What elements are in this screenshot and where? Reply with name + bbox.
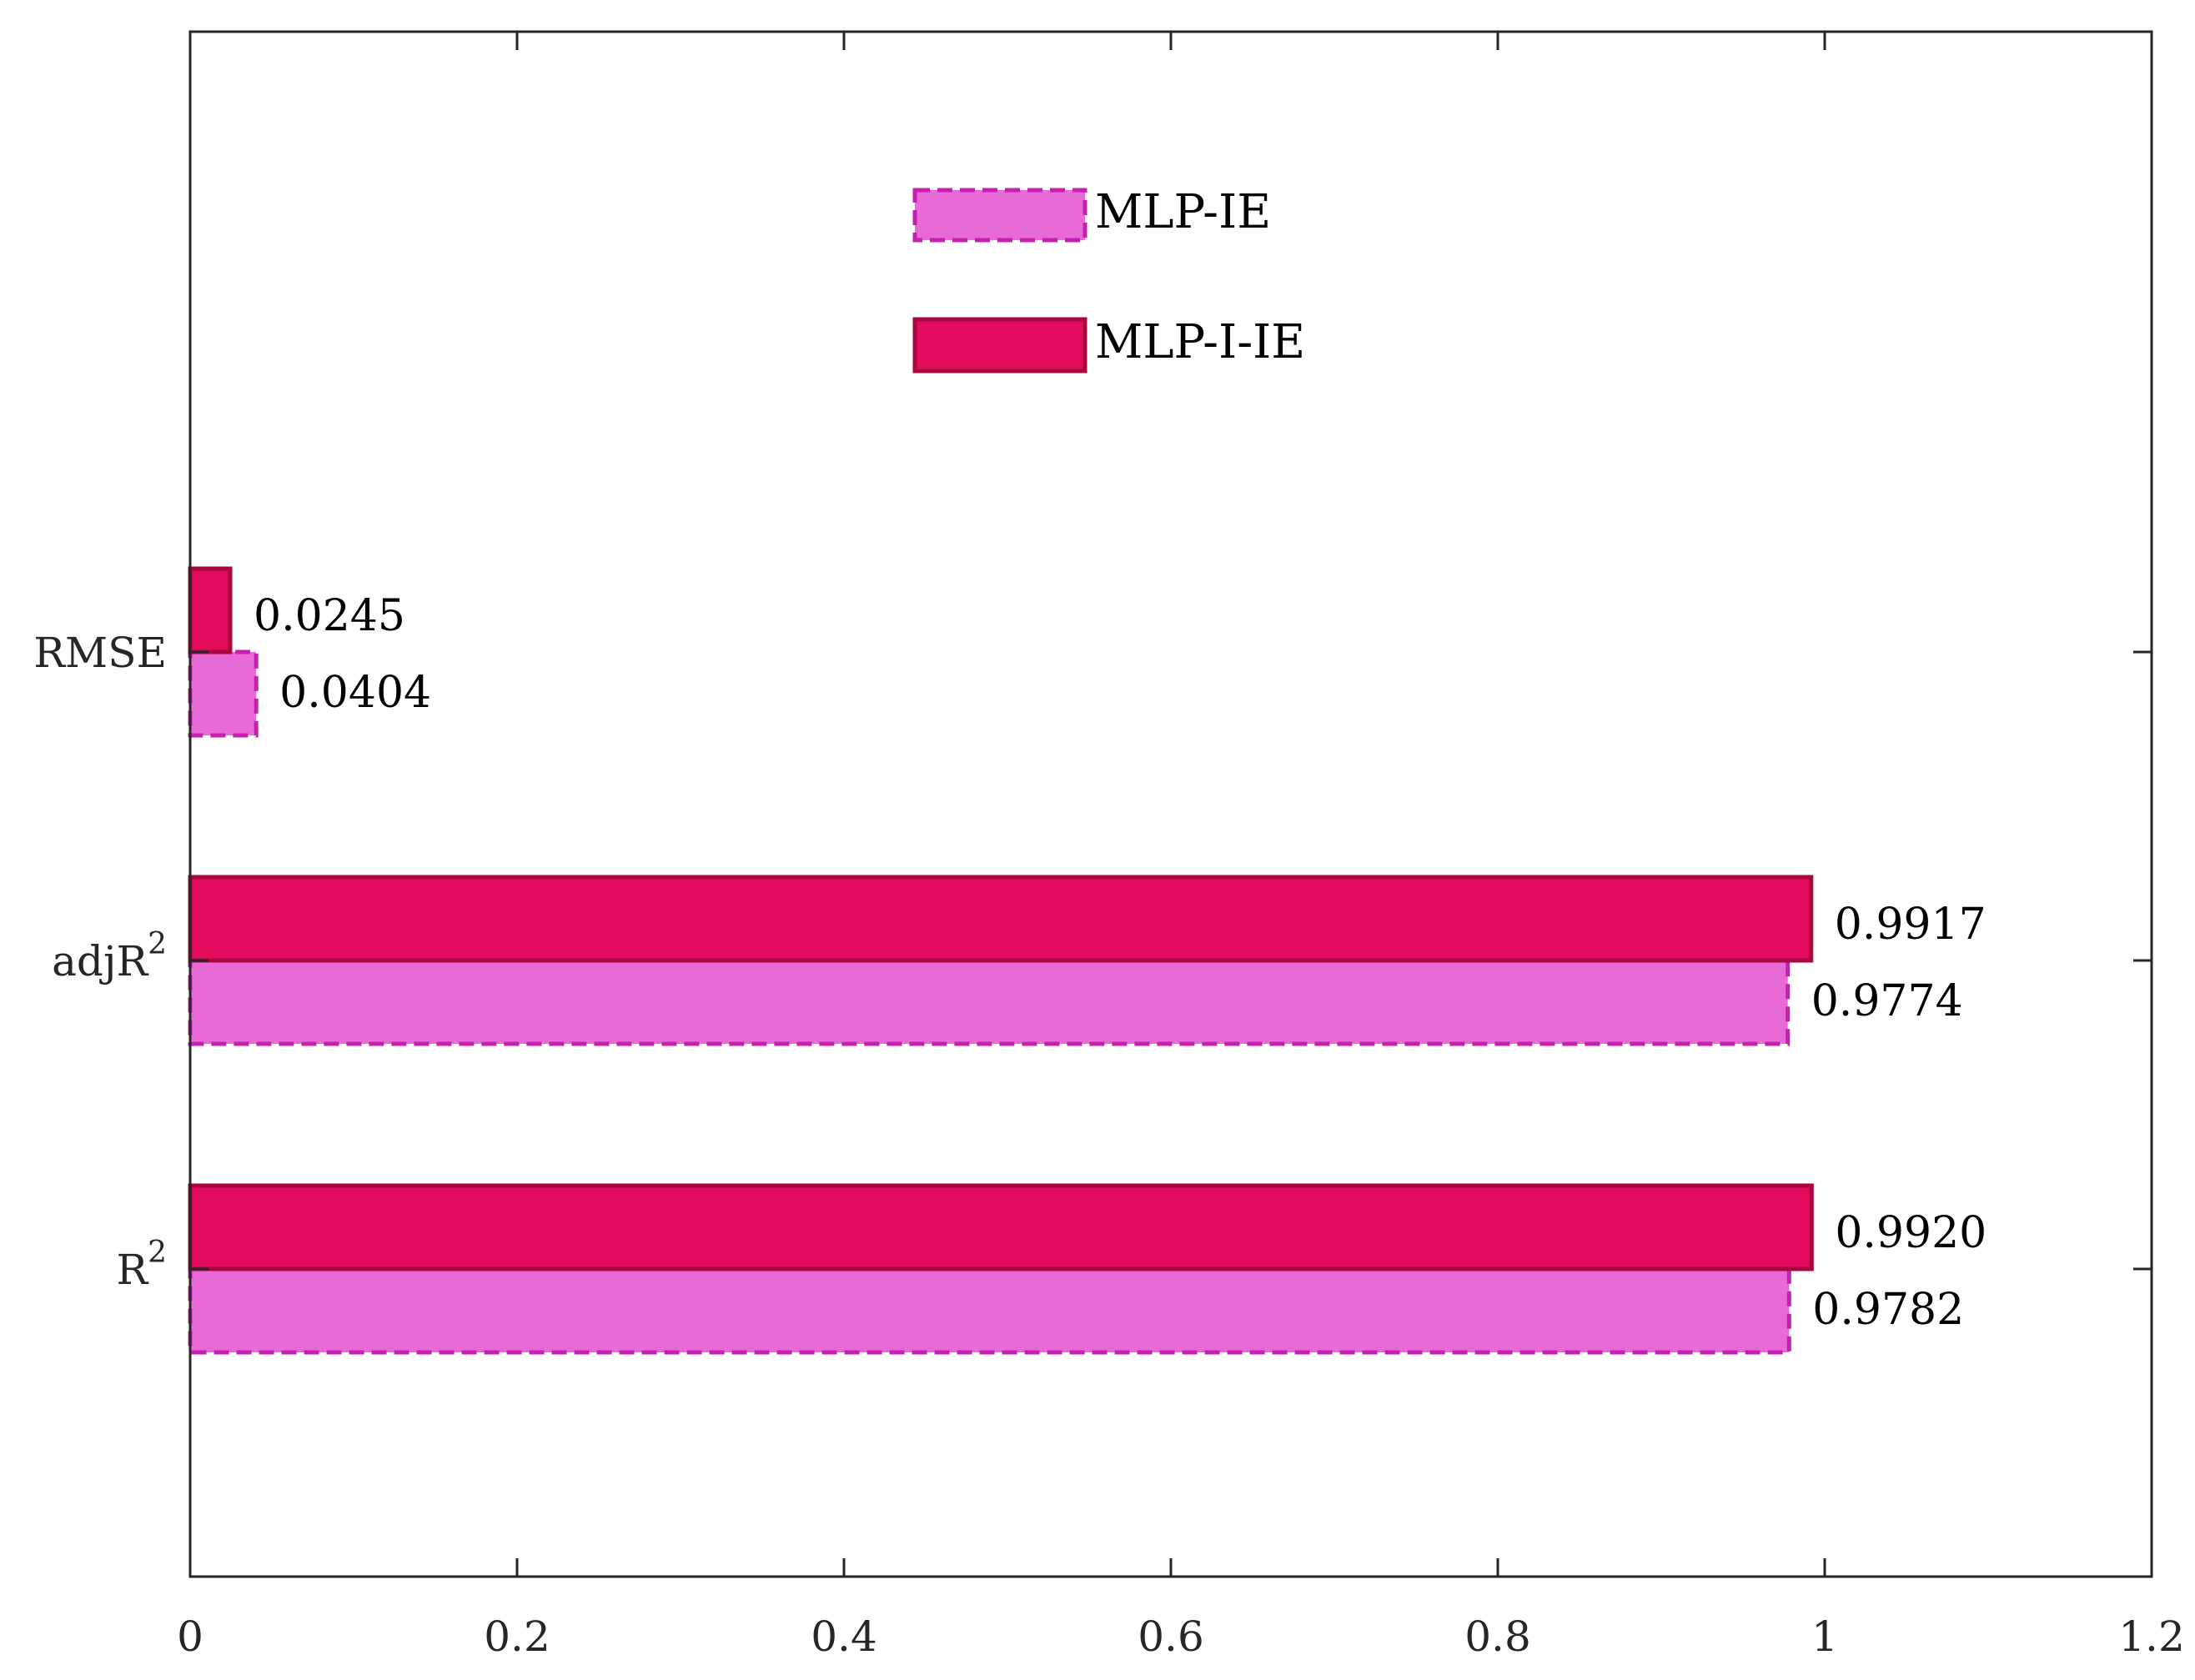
x-tick-label: 1: [1811, 1612, 1838, 1661]
legend-label-mlp-i-ie: MLP-I-IE: [1095, 315, 1305, 369]
x-tick-label: 0: [177, 1612, 203, 1661]
bar-mlp-ie-r: [188, 1266, 1791, 1355]
bar-mlp-i-ie-adjr: [188, 875, 1814, 963]
legend: MLP-IE MLP-I-IE: [912, 185, 1305, 374]
data-label-mlp-ie-adjr: 0.9774: [1811, 976, 1963, 1026]
legend-swatch-mlp-i-ie: [912, 317, 1087, 374]
category-label-r: R2: [116, 1236, 167, 1294]
x-tick-label: 0.2: [484, 1612, 550, 1661]
bar-mlp-ie-adjr: [188, 958, 1791, 1046]
bar-mlp-ie-rmse: [188, 649, 259, 738]
data-label-mlp-i-ie-adjr: 0.9917: [1835, 900, 1987, 950]
x-tick-label: 1.2: [2118, 1612, 2185, 1661]
x-tick-label: 0.4: [811, 1612, 877, 1661]
legend-label-mlp-ie: MLP-IE: [1095, 185, 1271, 239]
data-label-mlp-i-ie-rmse: 0.0245: [254, 591, 405, 641]
legend-swatch-mlp-ie: [912, 188, 1087, 243]
bar-mlp-i-ie-r: [188, 1183, 1814, 1271]
category-label-adjr: adjR2: [52, 927, 167, 985]
data-label-mlp-ie-rmse: 0.0404: [279, 668, 431, 718]
plot-frame: [188, 30, 2153, 1578]
x-tick-label: 0.6: [1138, 1612, 1204, 1661]
bar-mlp-i-ie-rmse: [188, 566, 233, 654]
category-label-rmse: RMSE: [33, 629, 167, 677]
data-label-mlp-i-ie-r: 0.9920: [1835, 1208, 1987, 1258]
data-label-mlp-ie-r: 0.9782: [1812, 1285, 1964, 1335]
x-tick-label: 0.8: [1464, 1612, 1531, 1661]
